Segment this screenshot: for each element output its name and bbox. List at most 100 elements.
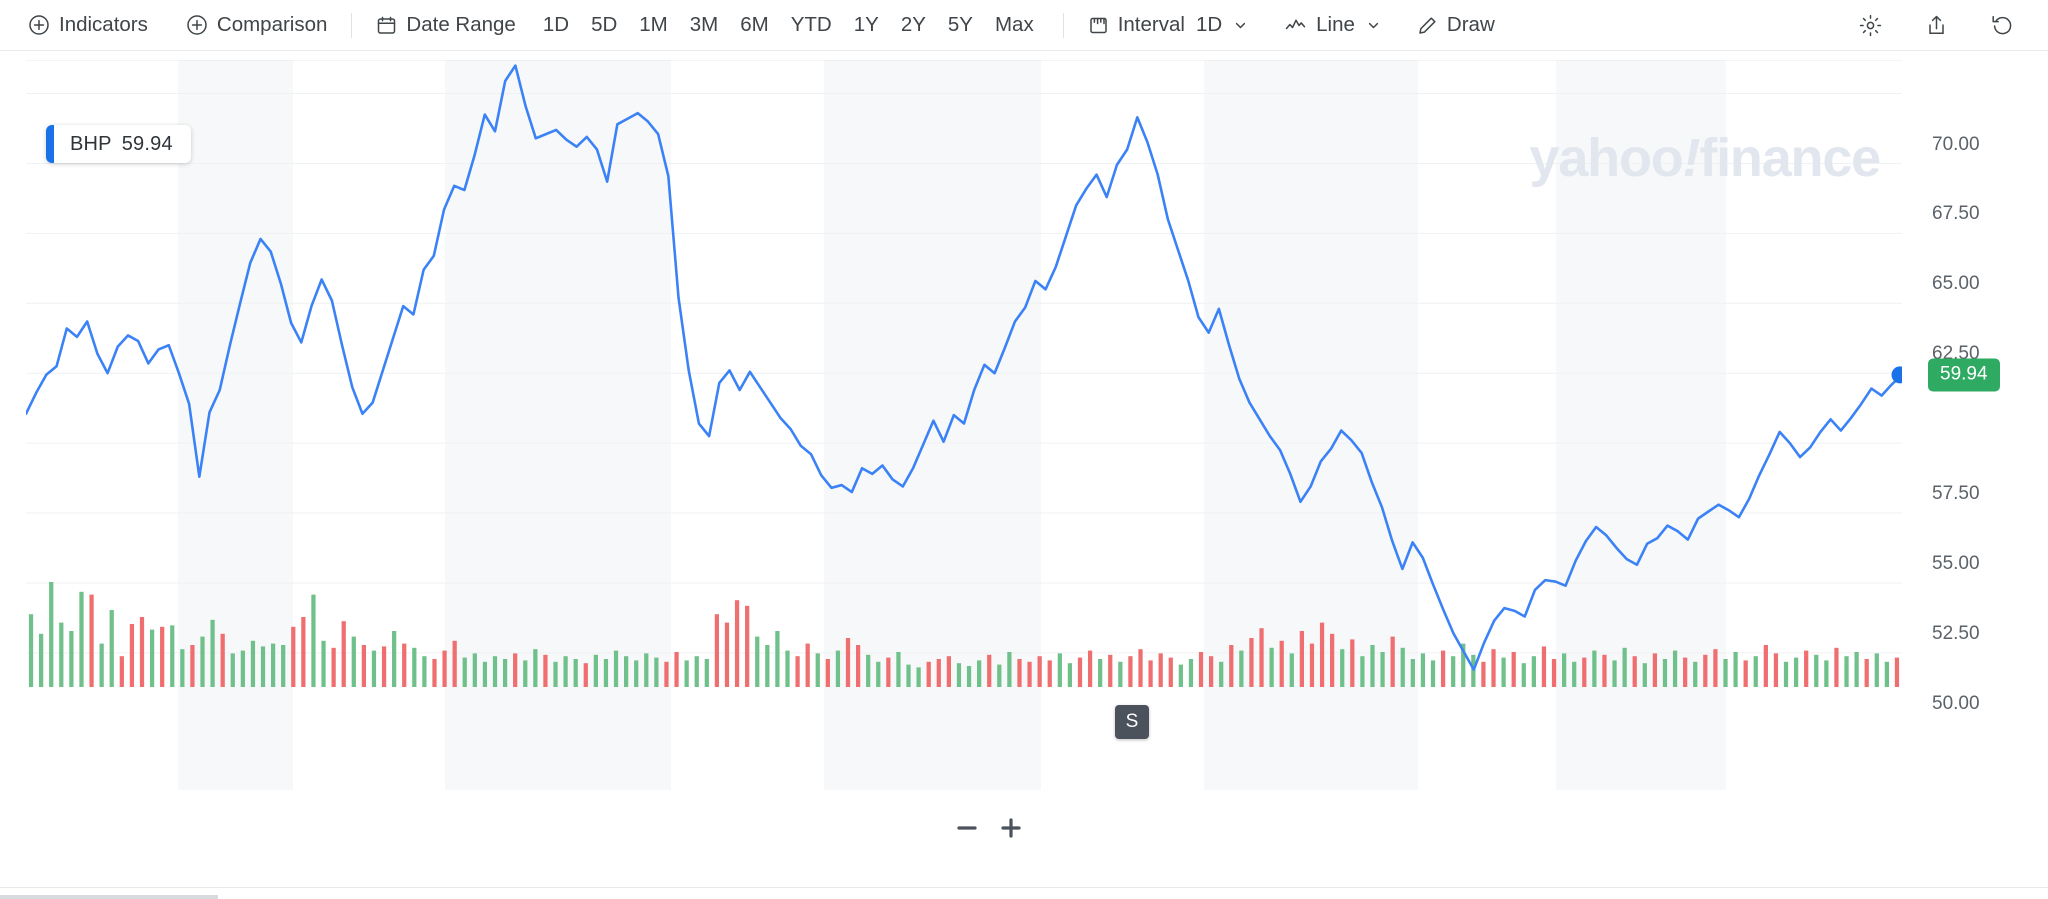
volume-bar [1118, 661, 1123, 687]
range-button-5y[interactable]: 5Y [947, 13, 973, 36]
zoom-in-button[interactable] [989, 808, 1033, 848]
volume-bar [1783, 661, 1789, 687]
indicators-button[interactable]: Indicators [22, 9, 154, 41]
volume-bar [39, 633, 44, 687]
price-line [26, 64, 1902, 671]
range-button-1d[interactable]: 1D [542, 13, 570, 36]
draw-label: Draw [1446, 13, 1495, 36]
volume-bar [1077, 657, 1083, 687]
price-axis-tick: 70.00 [1932, 133, 1980, 155]
volume-bar [664, 661, 669, 687]
chart-type-selector[interactable]: Line [1278, 9, 1387, 41]
range-button-5d[interactable]: 5D [591, 13, 618, 36]
reset-rotate-icon [1990, 13, 2015, 38]
split-event-marker[interactable]: S [1115, 705, 1149, 739]
volume-bar [89, 594, 94, 687]
volume-bar [1360, 656, 1365, 687]
volume-bar [1380, 652, 1385, 687]
pencil-icon [1417, 15, 1438, 36]
zoom-out-button[interactable] [945, 808, 989, 848]
price-axis-tick: 57.50 [1932, 483, 1980, 505]
volume-bar [926, 661, 931, 687]
volume-bar [624, 656, 629, 687]
volume-bar [1330, 633, 1335, 687]
comparison-button[interactable]: Comparison [180, 9, 334, 41]
reset-button[interactable] [1986, 9, 2018, 41]
volume-bar [69, 631, 74, 687]
volume-bar [1793, 657, 1799, 687]
volume-bar [492, 656, 498, 687]
volume-bar [160, 626, 165, 687]
range-button-2y[interactable]: 2Y [900, 13, 926, 36]
chart-svg [26, 60, 1902, 790]
volume-bar [724, 622, 730, 687]
volume-bar [1168, 657, 1173, 687]
volume-bar [1340, 649, 1345, 687]
range-button-1m[interactable]: 1M [639, 13, 668, 36]
date-range-button[interactable]: Date Range [370, 9, 521, 41]
volume-bar [220, 633, 225, 687]
volume-bar [815, 653, 820, 687]
interval-selector[interactable]: Interval 1D [1082, 9, 1254, 41]
volume-bar [835, 650, 841, 687]
range-button-3m[interactable]: 3M [689, 13, 719, 36]
volume-bar [301, 617, 306, 687]
settings-button[interactable] [1854, 9, 1886, 41]
volume-bar [1864, 659, 1869, 687]
zoom-controls [945, 808, 1033, 848]
volume-bar [1087, 650, 1093, 687]
plot-region[interactable] [26, 60, 1902, 845]
range-button-6m[interactable]: 6M [740, 13, 769, 36]
volume-bar [795, 656, 800, 687]
bottom-strip [0, 887, 2048, 899]
share-button[interactable] [1920, 9, 1952, 41]
volume-bar [977, 660, 982, 687]
toolbar-right-actions [1854, 9, 2026, 41]
volume-bar [1804, 650, 1809, 687]
volume-bar [1622, 647, 1627, 687]
volume-bar [1067, 663, 1073, 687]
volume-bar [1521, 663, 1526, 687]
range-button-group: 1D 5D 1M 3M 6M YTD 1Y 2Y 5Y Max [532, 9, 1045, 41]
split-event-label: S [1125, 711, 1139, 732]
volume-bar [361, 645, 366, 687]
volume-bar [170, 625, 175, 687]
chart-container[interactable]: yahoo!finance BHP 59.94 S [0, 51, 2048, 899]
range-button-ytd[interactable]: YTD [790, 13, 832, 36]
volume-bar [1541, 646, 1547, 687]
price-axis-tick: 67.50 [1932, 203, 1980, 225]
volume-bar [593, 654, 598, 687]
volume-bar [371, 650, 377, 687]
date-range-label: Date Range [406, 13, 516, 36]
series-legend-badge[interactable]: BHP 59.94 [46, 125, 191, 163]
volume-bar [1007, 652, 1012, 687]
horizontal-scrollbar[interactable] [0, 895, 218, 899]
volume-bar [906, 664, 911, 687]
volume-bar [1652, 653, 1658, 687]
volume-bar [523, 660, 528, 687]
volume-bar [1370, 645, 1375, 687]
volume-bar [1178, 664, 1183, 687]
volume-bar [230, 653, 235, 687]
last-price-dot [1891, 366, 1902, 384]
draw-button[interactable]: Draw [1411, 9, 1501, 41]
volume-bar [805, 643, 810, 687]
range-button-max[interactable]: Max [994, 13, 1034, 36]
volume-bar [563, 656, 568, 687]
volume-bar [1531, 656, 1536, 687]
volume-bar [1703, 654, 1708, 687]
volume-bar [553, 661, 558, 687]
volume-bar [876, 661, 881, 687]
volume-bar [260, 646, 266, 687]
range-button-1y[interactable]: 1Y [853, 13, 879, 36]
volume-bar [775, 631, 780, 687]
volume-bar [936, 659, 941, 687]
chevron-down-icon [1366, 18, 1381, 33]
minus-icon [957, 826, 977, 830]
volume-bar [1017, 659, 1022, 687]
volume-bar [845, 638, 851, 687]
volume-bar [513, 653, 518, 687]
yahoo-finance-watermark: yahoo!finance [1530, 127, 1882, 189]
volume-bar [1572, 661, 1577, 687]
volume-bar [1098, 659, 1103, 687]
